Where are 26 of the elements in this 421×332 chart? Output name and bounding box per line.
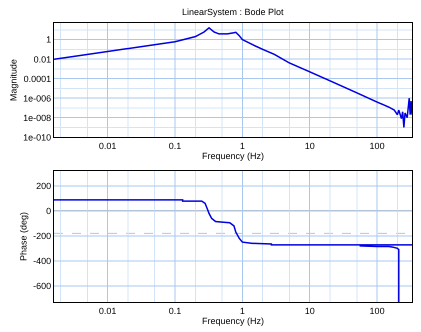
- x-tick-label: 0.01: [98, 306, 116, 316]
- x-tick-label: 100: [370, 306, 385, 316]
- x-tick-label: 0.1: [168, 306, 182, 316]
- x-axis-title: Frequency (Hz): [202, 316, 264, 326]
- x-tick-label: 1: [240, 306, 245, 316]
- x-tick-label: 100: [370, 140, 385, 151]
- x-tick-label: 10: [304, 306, 315, 316]
- y-tick-label: 200: [36, 181, 52, 192]
- y-tick-label: 1e-010: [23, 132, 52, 142]
- x-tick-label: 10: [304, 140, 315, 151]
- x-axis-title: Frequency (Hz): [202, 150, 264, 161]
- y-tick-label: 0: [46, 206, 52, 216]
- chart-title: LinearSystem : Bode Plot: [182, 7, 284, 17]
- y-axis-title: Phase (deg): [18, 212, 29, 261]
- y-tick-label: -400: [33, 256, 52, 266]
- y-axis-title: Magnitude: [8, 59, 19, 102]
- y-tick-label: -600: [33, 280, 52, 291]
- y-tick-label: 1e-006: [23, 93, 52, 104]
- x-tick-label: 0.01: [98, 140, 116, 151]
- y-tick-label: 1: [46, 34, 52, 45]
- y-tick-label: 1e-008: [23, 112, 52, 123]
- x-tick-label: 1: [240, 140, 245, 151]
- y-tick-label: -200: [33, 231, 52, 241]
- x-tick-label: 0.1: [168, 140, 182, 151]
- y-tick-label: 0.0001: [24, 74, 52, 84]
- y-tick-label: 0.01: [34, 54, 52, 64]
